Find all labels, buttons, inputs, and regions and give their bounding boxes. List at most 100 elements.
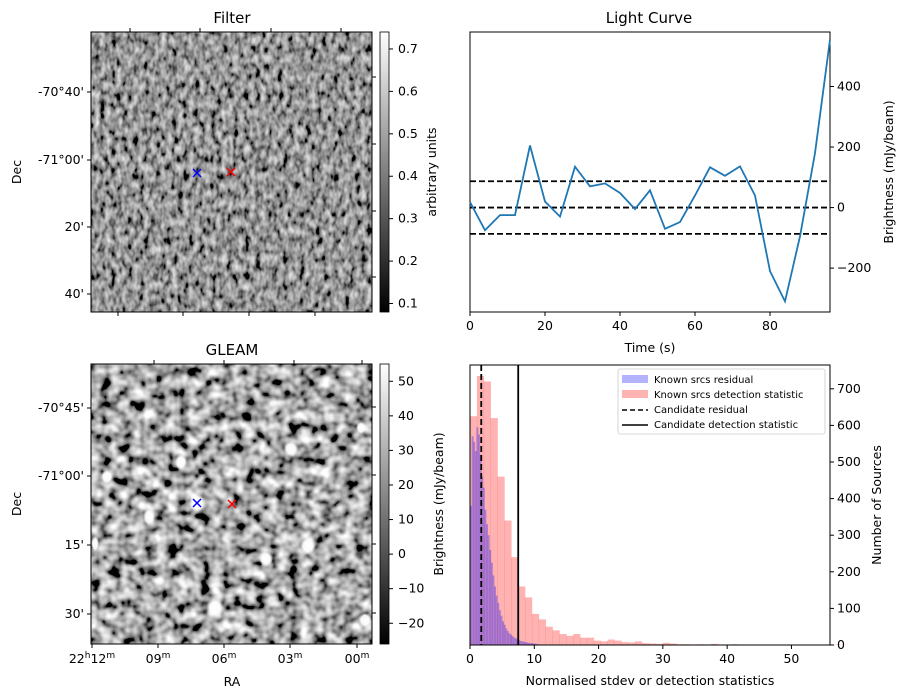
histogram-ytick-label: 500 [837, 454, 861, 469]
detection-statistic-bar [518, 586, 526, 645]
histogram-legend: Known srcs residual Known srcs detection… [617, 368, 826, 435]
residual-bar [534, 643, 537, 645]
light-curve-xtick-label: 0 [466, 318, 474, 333]
light-curve-panel: Light Curve 0 20 40 60 80 −200 0 200 400 Time (… [466, 9, 896, 355]
residual-bar [502, 621, 505, 645]
gleam-xtick-label-part: m [228, 651, 237, 661]
residual-bar [526, 642, 529, 645]
light-curve-ytick-label: −200 [837, 260, 871, 275]
detection-statistic-bar [531, 613, 540, 645]
light-curve-frame [469, 31, 831, 313]
residual-bar [511, 636, 514, 645]
gleam-colorbar-tick-label: 10 [398, 512, 414, 527]
histogram-ytick-label: 400 [837, 491, 861, 506]
light-curve-ytick-label: 200 [837, 139, 861, 154]
histogram-xtick-label: 40 [719, 651, 735, 666]
light-curve-xtick-label: 80 [762, 318, 778, 333]
light-curve-xtick-label: 40 [612, 318, 628, 333]
detection-statistic-bar [628, 642, 636, 645]
filter-ytick-label: -70°40' [38, 84, 84, 99]
known-source-marker-stroke [192, 498, 202, 508]
legend-label-detection: Known srcs detection statistic [654, 390, 803, 401]
residual-bar [521, 641, 524, 645]
gleam-xtick-label-part: 09 [146, 651, 162, 666]
histogram-ytick-label: 600 [837, 417, 861, 432]
residual-bar [471, 436, 474, 645]
residual-bar [515, 638, 517, 645]
detection-statistic-bar [490, 418, 498, 645]
gleam-colorbar-tick-label: −20 [398, 615, 424, 630]
residual-bar [531, 643, 533, 645]
gleam-xtick-label-part: 22 [69, 651, 85, 666]
detection-statistic-bar [566, 635, 574, 645]
candidate-marker-stroke [227, 499, 237, 509]
gleam-ytick-label: 30' [65, 606, 84, 621]
gleam-xtick-label-part: 12 [90, 651, 106, 666]
detection-statistic-bar [621, 642, 629, 645]
detection-statistic-bar [552, 630, 560, 645]
gleam-xtick-label-part: 03 [278, 651, 294, 666]
gleam-xtick-label-part: 06 [212, 651, 228, 666]
known-source-marker [192, 168, 202, 178]
legend-label-candidate-detection: Candidate detection statistic [654, 420, 798, 431]
light-curve-xtick-label: 20 [537, 318, 553, 333]
gleam-frame [90, 363, 373, 645]
residual-bar [487, 535, 490, 645]
gleam-bright-source [143, 508, 155, 526]
residual-bar [474, 451, 477, 645]
residual-bar [500, 615, 503, 645]
gleam-bright-source [300, 537, 316, 555]
gleam-bright-source [358, 612, 372, 628]
residual-bar [535, 643, 538, 645]
gleam-colorbar-tick-label: 40 [398, 408, 414, 423]
gleam-xtick-label: 09m [146, 651, 171, 666]
detection-statistic-bar [545, 626, 553, 645]
gleam-title: GLEAM [206, 341, 259, 359]
detection-statistic-bar [635, 641, 643, 645]
detection-statistic-bar [559, 634, 567, 645]
filter-colorbar [379, 31, 390, 313]
filter-ytick-label: 20' [65, 219, 84, 234]
detection-statistic-bar [483, 381, 491, 645]
gleam-panel: GLEAM -70°45'-71°00'15'30' 22h12m 09m 06m 0… [9, 341, 446, 689]
gleam-xtick-label-part: m [162, 651, 171, 661]
residual-bar [481, 476, 484, 645]
detection-statistic-bar [641, 643, 650, 645]
histogram-ytick-label: 300 [837, 527, 861, 542]
candidate-marker [227, 499, 237, 509]
histogram-xlabel: Normalised stdev or detection statistics [526, 673, 775, 688]
residual-bar [478, 434, 480, 645]
light-curve-ytick-label: 400 [837, 78, 861, 93]
gleam-colorbar [379, 363, 390, 645]
gleam-colorbar-tick-label: 30 [398, 442, 414, 457]
residual-bar [505, 628, 508, 645]
gleam-xtick-label: 03m [278, 651, 303, 666]
gleam-bright-source [101, 470, 113, 484]
histogram-xtick-label: 30 [655, 651, 671, 666]
legend-label-candidate-residual: Candidate residual [654, 405, 748, 416]
gleam-xtick-label-part: m [106, 651, 115, 661]
filter-colorbar-tick-label: 0.2 [398, 253, 418, 268]
legend-swatch-residual [622, 375, 648, 383]
residual-bar [498, 610, 501, 645]
gleam-bright-source [284, 441, 298, 457]
gleam-xtick-label: 00m [345, 651, 370, 666]
residual-bar [473, 441, 476, 645]
residual-bar [486, 524, 488, 645]
gleam-colorbar-label: Brightness (mJy/beam) [431, 432, 446, 575]
residual-bar [503, 624, 506, 645]
filter-colorbar-tick-label: 0.7 [398, 41, 418, 56]
light-curve-xlabel: Time (s) [624, 340, 676, 355]
filter-ytick-label: -71°00' [38, 152, 84, 167]
gleam-colorbar-tick-label: 0 [398, 546, 406, 561]
gleam-xtick-label-part: h [85, 651, 91, 661]
gleam-colorbar-tick-label: −10 [398, 581, 424, 596]
legend-swatch-detection [622, 390, 648, 398]
residual-bar [523, 641, 525, 645]
detection-statistic-bar [600, 641, 608, 645]
histogram-xtick-label: 0 [466, 651, 474, 666]
detection-statistic-bar [607, 639, 615, 645]
filter-colorbar-label: arbitrary units [424, 127, 439, 216]
detection-statistic-bar [648, 643, 657, 645]
detection-statistic-bar [586, 637, 595, 645]
